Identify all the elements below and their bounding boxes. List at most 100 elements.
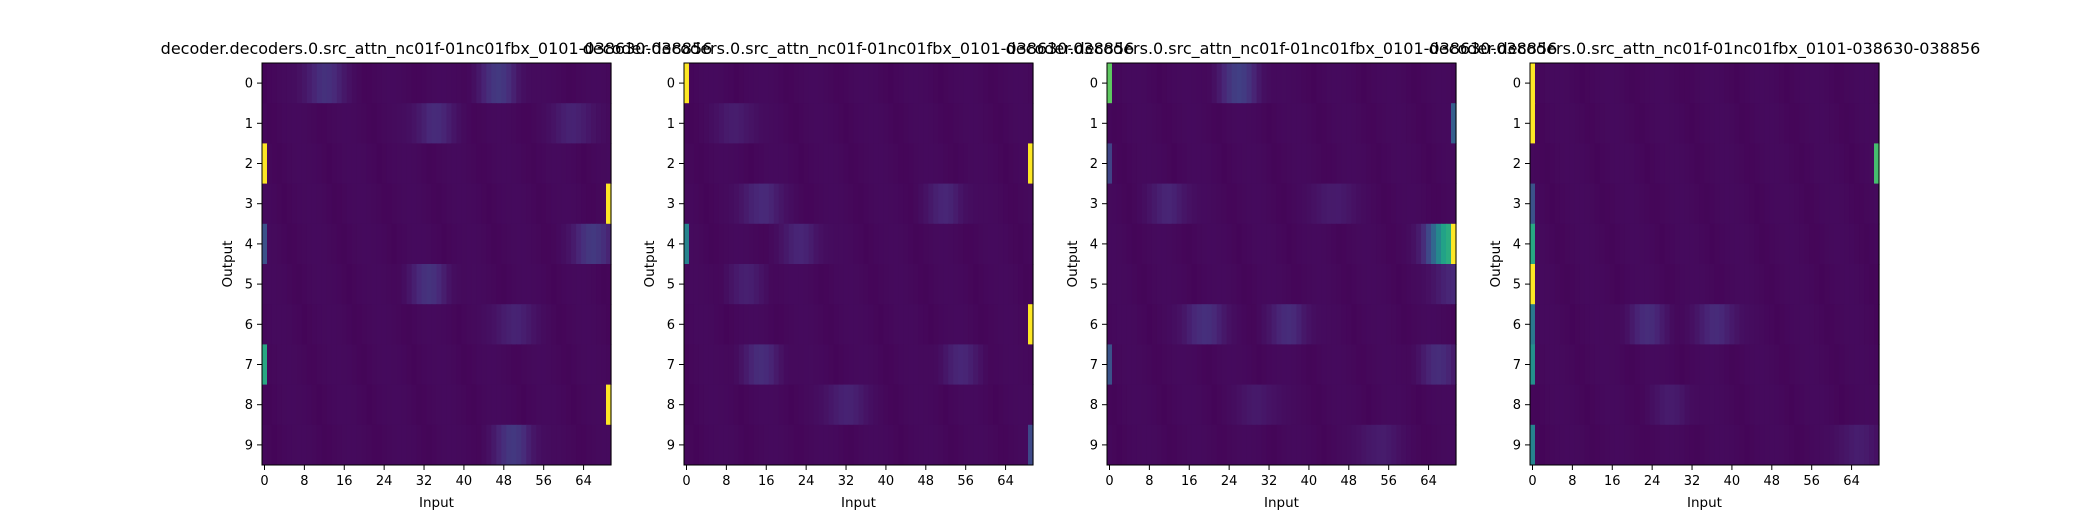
heatmap-cell	[738, 424, 745, 466]
heatmap-cell	[1839, 223, 1845, 265]
heatmap-cell	[1166, 143, 1173, 184]
heatmap-cell	[571, 344, 577, 385]
heatmap-cell	[1381, 264, 1387, 305]
heatmap-cell	[728, 384, 735, 426]
heatmap-cell	[1554, 304, 1561, 345]
heatmap-cell	[898, 63, 904, 104]
heatmap-cell	[1221, 103, 1228, 144]
heatmap-cell	[1161, 143, 1168, 184]
heatmap-cell	[1569, 103, 1576, 144]
heatmap-cell	[1569, 143, 1576, 184]
heatmap-cell	[713, 384, 720, 426]
heatmap-cell	[1411, 304, 1417, 345]
heatmap-cell	[1719, 63, 1726, 104]
heatmap-cell	[1639, 63, 1646, 104]
heatmap-cell	[1714, 344, 1721, 385]
heatmap-cell	[1530, 264, 1536, 305]
heatmap-cell	[466, 183, 472, 225]
heatmap-cell	[718, 264, 725, 305]
heatmap-cell	[983, 384, 989, 426]
heatmap-cell	[1391, 424, 1397, 466]
heatmap-cell	[331, 223, 338, 265]
y-tick-label: 9	[667, 438, 675, 453]
heatmap-cell	[1251, 344, 1258, 385]
heatmap-cell	[1436, 183, 1442, 225]
heatmap-cell	[1306, 143, 1313, 184]
heatmap-cell	[1276, 183, 1283, 225]
heatmap-cell	[713, 304, 720, 345]
heatmap-cell	[341, 63, 348, 104]
heatmap-cell	[1549, 223, 1556, 265]
heatmap-cell	[903, 223, 909, 265]
heatmap-cell	[266, 223, 273, 265]
heatmap-cell	[1654, 143, 1661, 184]
heatmap-cell	[601, 183, 607, 225]
heatmap-cell	[1664, 424, 1671, 466]
heatmap-cell	[1724, 223, 1731, 265]
heatmap-cell	[1574, 264, 1581, 305]
heatmap-cell	[788, 63, 795, 104]
heatmap-cell	[828, 223, 835, 265]
heatmap-cell	[998, 183, 1004, 225]
heatmap-cell	[1734, 384, 1740, 426]
heatmap-cell	[1296, 143, 1303, 184]
heatmap-cell	[1664, 384, 1671, 426]
heatmap-cell	[351, 143, 358, 184]
heatmap-cell	[1256, 304, 1263, 345]
heatmap-cell	[823, 304, 830, 345]
heatmap-cell	[1221, 223, 1228, 265]
y-tick-label: 6	[1513, 318, 1521, 333]
heatmap-cell	[1874, 183, 1880, 225]
heatmap-cell	[511, 384, 517, 426]
heatmap-cell	[316, 143, 323, 184]
heatmap-cell	[401, 384, 408, 426]
heatmap-cell	[773, 344, 780, 385]
heatmap-cell	[1664, 264, 1671, 305]
heatmap-cell	[1729, 103, 1736, 144]
heatmap-cell	[703, 183, 710, 225]
heatmap-cell	[1141, 424, 1148, 466]
heatmap-cell	[1131, 143, 1138, 184]
heatmap-cell	[1554, 183, 1561, 225]
heatmap-cell	[1854, 143, 1860, 184]
heatmap-cell	[1809, 344, 1815, 385]
heatmap-cell	[1714, 424, 1721, 466]
heatmap-cell	[1594, 183, 1601, 225]
heatmap-cell	[684, 143, 690, 184]
heatmap-cell	[406, 264, 413, 305]
heatmap-cell	[1809, 143, 1815, 184]
heatmap-cell	[551, 223, 557, 265]
heatmap-cell	[1589, 384, 1596, 426]
heatmap-cell	[1251, 63, 1258, 104]
heatmap-cell	[1544, 264, 1551, 305]
heatmap-cell	[1306, 424, 1313, 466]
heatmap-cell	[1584, 63, 1591, 104]
heatmap-cell	[461, 223, 468, 265]
heatmap-cell	[376, 384, 383, 426]
heatmap-cell	[606, 384, 612, 426]
heatmap-cell	[291, 304, 298, 345]
heatmap-cell	[561, 384, 567, 426]
heatmap-cell	[471, 264, 477, 305]
heatmap-cell	[1799, 223, 1805, 265]
heatmap-cell	[1136, 223, 1143, 265]
heatmap-cell	[1579, 63, 1586, 104]
heatmap-panel-3: 0 8 16 24 32 40 48 56 640123456789InputOutputdec…	[1006, 39, 1558, 511]
heatmap-cell	[1191, 424, 1198, 466]
heatmap-cell	[858, 103, 865, 144]
heatmap-cell	[1141, 384, 1148, 426]
heatmap-cell	[1789, 63, 1795, 104]
heatmap-cell	[1594, 264, 1601, 305]
heatmap-cell	[728, 223, 735, 265]
heatmap-cell	[1311, 304, 1317, 345]
heatmap-cell	[546, 103, 552, 144]
heatmap-cell	[291, 344, 298, 385]
heatmap-cell	[531, 344, 537, 385]
heatmap-cell	[1784, 103, 1790, 144]
heatmap-cell	[536, 103, 542, 144]
x-tick-label: 0	[1105, 474, 1113, 489]
heatmap-cell	[262, 424, 268, 466]
heatmap-cell	[371, 264, 378, 305]
heatmap-cell	[1774, 424, 1780, 466]
heatmap-cell	[803, 424, 810, 466]
